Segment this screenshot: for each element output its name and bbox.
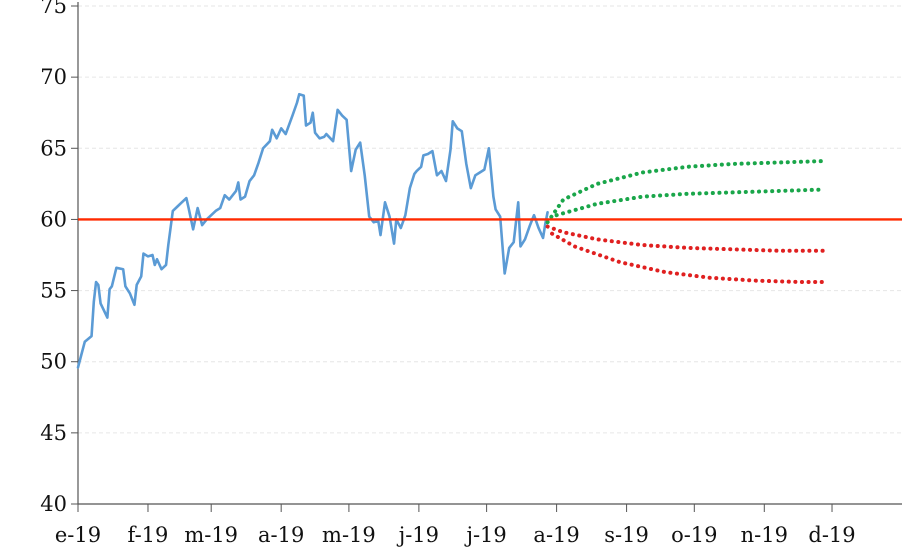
x-tick-label: n-19 [741, 523, 788, 547]
forecast-dotted-line-4 [550, 231, 825, 285]
x-tick-label: a-19 [533, 523, 579, 547]
y-tick-label: 75 [40, 0, 67, 18]
x-tick-label: o-19 [671, 523, 717, 547]
y-tick-label: 65 [40, 136, 67, 160]
x-tick-label: s-19 [604, 523, 649, 547]
y-axis-tick-labels: 40 45 50 55 60 65 70 75 [40, 0, 67, 516]
y-tick-label: 45 [40, 421, 67, 445]
y-tick-label: 55 [40, 279, 67, 303]
forecast-dotted-line-1 [545, 159, 825, 225]
y-tick-label: 70 [40, 65, 67, 89]
price-line [76, 92, 549, 369]
y-tick-label: 50 [40, 350, 67, 374]
y-tick-label: 40 [40, 492, 67, 516]
x-tick-label: m-19 [184, 523, 238, 547]
x-tick-label: f-19 [128, 523, 169, 547]
forecast-dotted-line-2 [554, 187, 825, 218]
axes [71, 2, 902, 512]
y-tick-label: 60 [40, 207, 67, 231]
x-tick-label: a-19 [258, 523, 304, 547]
x-axis-tick-labels: e-19 f-19 m-19 a-19 m-19 j-19 j-19 a-19 s-19 o-19… [55, 523, 856, 547]
x-tick-label: j-19 [396, 523, 439, 547]
forecast-dotted-line-3 [545, 224, 825, 253]
x-tick-label: d-19 [808, 523, 855, 547]
x-tick-label: m-19 [322, 523, 376, 547]
series-lines [76, 92, 825, 369]
x-tick-label: e-19 [55, 523, 101, 547]
x-tick-label: j-19 [463, 523, 506, 547]
